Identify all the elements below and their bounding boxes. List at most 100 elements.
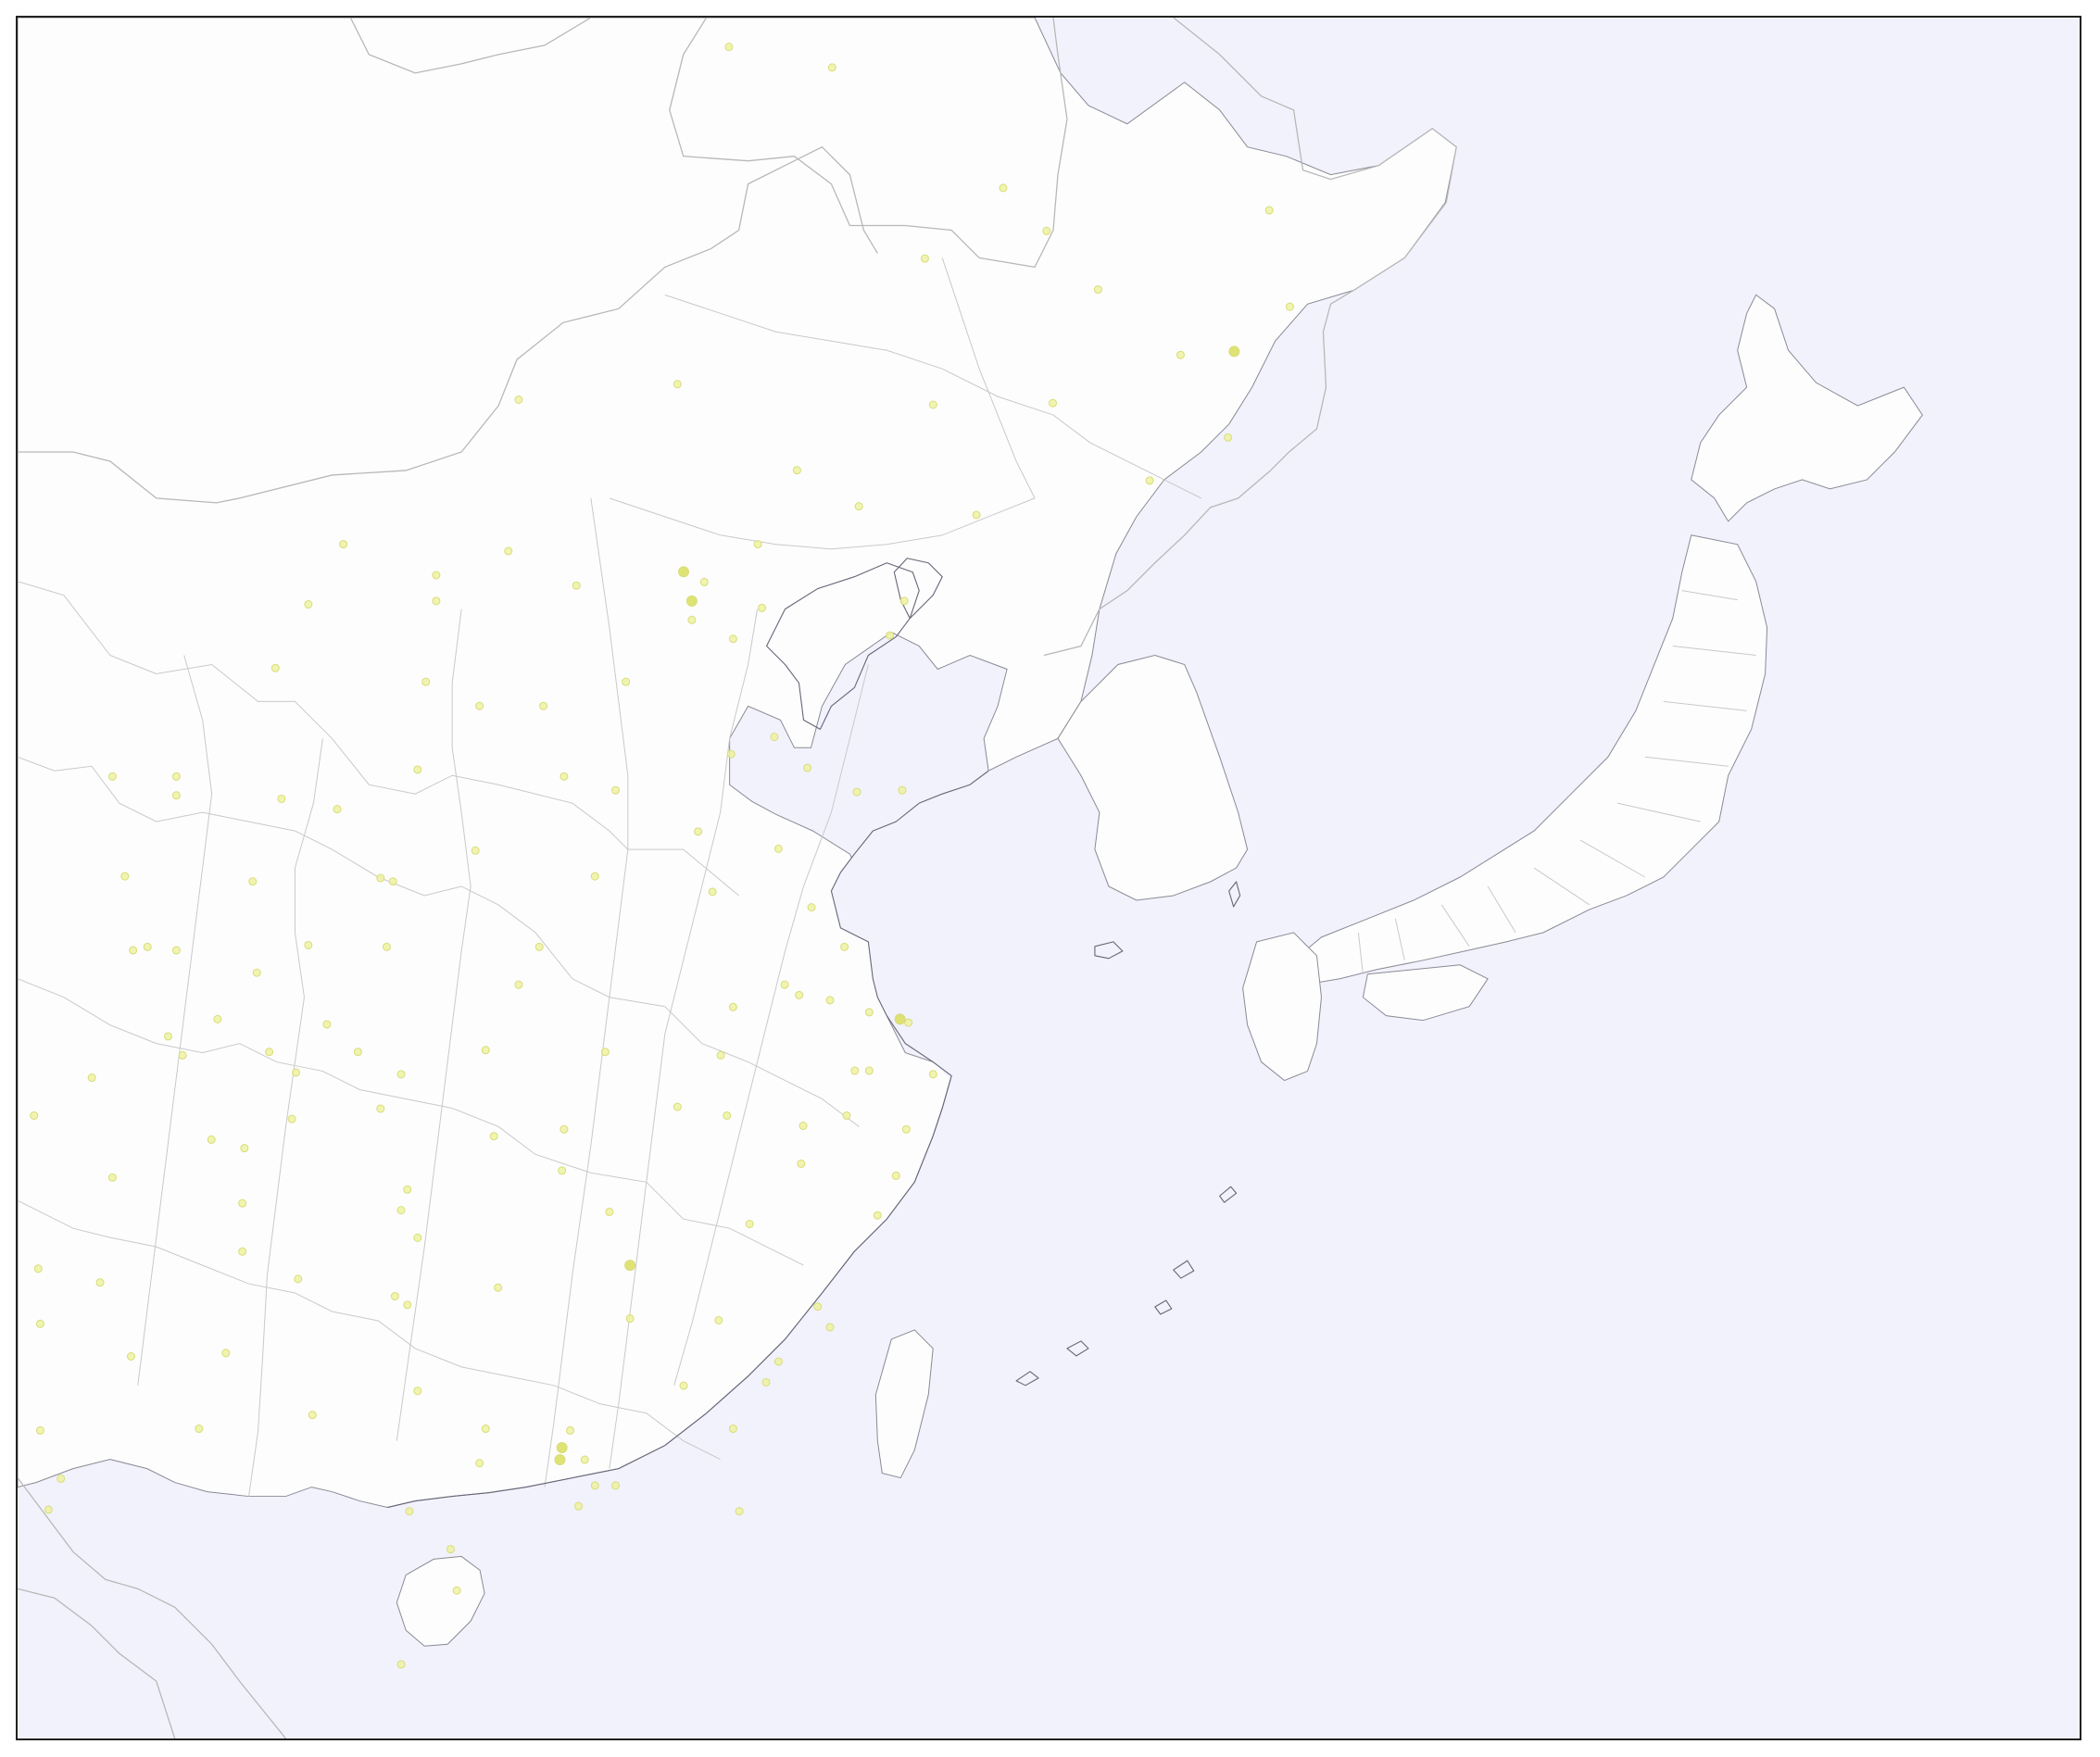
city-point [850, 1066, 860, 1075]
city-point [120, 872, 130, 881]
shikoku-island [1362, 964, 1489, 1022]
city-point [339, 540, 348, 549]
city-point [854, 502, 863, 511]
city-point [195, 1424, 204, 1434]
city-point [724, 43, 734, 52]
city-point [803, 763, 812, 772]
city-point [574, 1501, 584, 1511]
city-point [728, 634, 737, 644]
city-point [799, 1122, 808, 1131]
city-point [572, 581, 581, 590]
city-point [489, 1132, 498, 1141]
city-point [432, 571, 441, 580]
city-point [57, 1474, 66, 1483]
city-point [625, 1314, 635, 1324]
city-point [840, 942, 849, 951]
city-point [1145, 476, 1154, 485]
city-point [813, 1302, 823, 1311]
city-point [901, 1124, 911, 1134]
city-point [792, 466, 801, 475]
city-point [694, 827, 703, 836]
jeju-island [1094, 941, 1124, 960]
city-point [600, 1048, 610, 1057]
city-point [864, 1008, 874, 1017]
city-point [95, 1278, 105, 1287]
city-point [1228, 345, 1240, 358]
city-point [753, 540, 762, 549]
hainan-island [396, 1555, 485, 1647]
city-point [852, 787, 861, 797]
city-point [413, 1233, 422, 1242]
city-point [514, 395, 523, 405]
city-point [396, 1070, 406, 1079]
city-point [560, 772, 569, 781]
city-point [728, 1424, 737, 1434]
city-point [678, 566, 689, 578]
city-point [1093, 285, 1102, 295]
city-point [928, 400, 937, 409]
city-point [396, 1660, 406, 1669]
city-point [252, 968, 261, 977]
city-point [891, 1171, 900, 1180]
ryukyu-islands [1015, 1186, 1238, 1387]
city-point [277, 794, 286, 803]
border-mongolia-north [349, 18, 592, 74]
city-point [403, 1300, 412, 1310]
city-point [723, 1111, 732, 1120]
city-point [294, 1274, 303, 1284]
city-point [687, 615, 697, 624]
city-point [842, 1111, 851, 1120]
city-point [35, 1425, 44, 1435]
city-point [405, 1507, 414, 1516]
city-point [471, 846, 480, 855]
city-point [35, 1319, 44, 1328]
city-point [504, 546, 513, 556]
city-point [1264, 206, 1274, 215]
city-point [248, 877, 258, 886]
city-point [673, 1102, 682, 1111]
city-point [807, 903, 816, 912]
city-point [238, 1199, 247, 1208]
map-frame [16, 16, 2081, 1740]
city-point [873, 1211, 882, 1220]
map-canvas[interactable] [18, 18, 2080, 1738]
city-point [129, 946, 138, 955]
city-point [171, 791, 181, 800]
city-point [761, 1377, 771, 1387]
city-point [107, 772, 117, 781]
city-point [611, 1481, 621, 1490]
city-point [403, 1185, 412, 1194]
city-point [432, 596, 441, 606]
city-point [622, 677, 631, 686]
city-point [287, 1114, 296, 1123]
city-point [164, 1032, 172, 1041]
city-point [773, 1357, 783, 1366]
border-amur [1173, 18, 1457, 471]
city-point [126, 1351, 135, 1361]
city-point [481, 1046, 490, 1055]
city-point [624, 1260, 636, 1272]
city-point [107, 1173, 117, 1182]
city-point [178, 1050, 187, 1060]
hokkaido-island [1691, 294, 1923, 522]
city-point [780, 980, 789, 989]
city-point [308, 1411, 317, 1420]
border-russia-northeast [669, 18, 1068, 269]
city-point [270, 663, 280, 672]
city-point [558, 1166, 567, 1175]
honshu-island [1292, 534, 1768, 985]
city-point [539, 701, 548, 710]
city-point [825, 996, 835, 1005]
city-point [207, 1135, 216, 1144]
city-point [322, 1020, 332, 1029]
prefecture-boundaries [1357, 590, 1756, 974]
city-point [1176, 350, 1185, 359]
city-point [143, 942, 152, 951]
border-vietnam-laos [18, 1477, 286, 1738]
city-point [714, 1315, 723, 1324]
city-point [494, 1283, 503, 1292]
city-point [265, 1048, 274, 1057]
city-points-layer [30, 43, 1294, 1669]
city-point [333, 805, 342, 814]
korean-peninsula [1057, 654, 1249, 901]
